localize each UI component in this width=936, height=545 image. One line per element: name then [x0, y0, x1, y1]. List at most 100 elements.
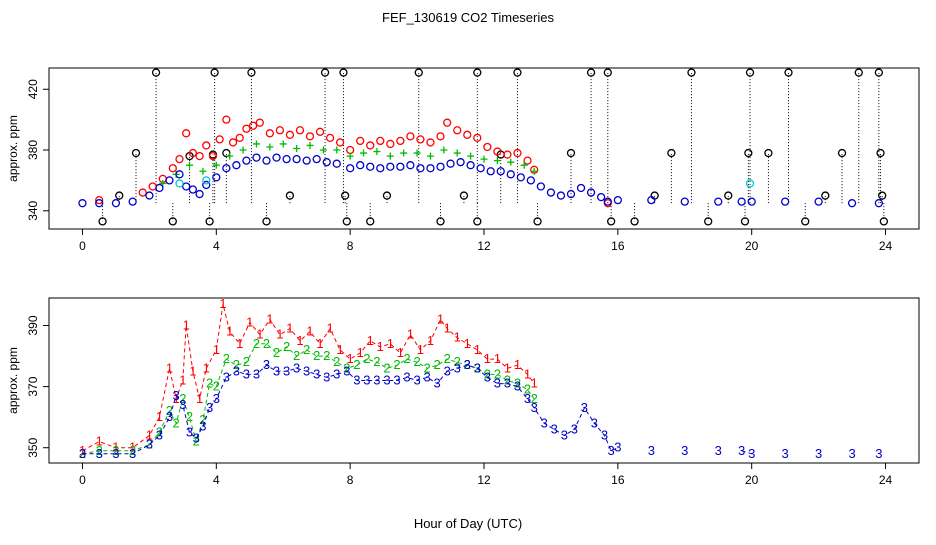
data-point-label: 2	[206, 376, 213, 391]
data-point	[396, 136, 405, 146]
data-point	[95, 195, 104, 205]
data-point	[513, 68, 522, 77]
data-point	[576, 183, 586, 193]
data-point-label: 1	[524, 366, 531, 381]
data-point	[248, 121, 258, 130]
data-point	[396, 162, 405, 171]
data-point-label: 2	[363, 351, 370, 366]
series-line	[82, 343, 535, 455]
data-point-label: 3	[848, 446, 855, 461]
data-point-label: 2	[243, 354, 250, 369]
data-point-label: 3	[353, 373, 360, 388]
data-point	[320, 68, 330, 77]
data-point-label: 3	[263, 357, 270, 372]
data-point-label: 3	[233, 363, 240, 378]
data-point-label: 1	[407, 327, 414, 342]
x-tick-label: 4	[213, 239, 220, 253]
data-point	[386, 139, 395, 149]
data-point-label: 3	[199, 418, 206, 433]
data-point-label: 1	[276, 327, 283, 342]
data-point-label: 3	[601, 428, 608, 443]
data-point	[876, 148, 885, 158]
data-point	[228, 138, 238, 147]
data-point-label: 1	[219, 296, 226, 311]
data-point	[724, 191, 733, 200]
data-point	[440, 146, 448, 154]
data-point	[386, 162, 395, 171]
data-point-label: 3	[551, 421, 558, 436]
data-point	[523, 156, 532, 165]
data-point-label: 1	[296, 333, 303, 348]
data-point	[212, 173, 221, 182]
data-point-label: 1	[266, 311, 273, 326]
data-point	[453, 149, 461, 157]
data-point-label: 3	[243, 366, 250, 381]
y-tick-label: 370	[26, 376, 40, 396]
data-point	[235, 133, 244, 143]
data-point-label: 1	[531, 376, 538, 391]
series-line	[83, 365, 879, 454]
data-point	[346, 145, 355, 155]
data-point-label: 3	[333, 366, 340, 381]
data-point	[222, 164, 231, 173]
x-tick-label: 8	[347, 239, 354, 253]
data-point-label: 3	[186, 424, 193, 439]
data-point	[744, 148, 753, 158]
data-point	[426, 138, 435, 147]
data-point-label: 3	[273, 363, 280, 378]
data-point-label: 1	[397, 345, 404, 360]
data-point	[78, 199, 87, 208]
data-point	[496, 167, 505, 176]
data-point-label: 3	[504, 376, 511, 391]
data-point	[168, 217, 177, 226]
data-point	[453, 126, 462, 135]
data-point-label: 3	[293, 360, 300, 375]
series-1	[95, 115, 612, 208]
data-point	[212, 161, 220, 169]
data-point-label: 3	[253, 366, 260, 381]
data-point	[356, 136, 365, 146]
data-point	[647, 195, 656, 205]
data-point	[215, 135, 224, 144]
data-point-label: 1	[474, 342, 481, 357]
data-point	[426, 152, 434, 160]
data-point-label: 2	[423, 360, 430, 375]
data-point	[837, 148, 847, 158]
data-point-label: 1	[357, 345, 364, 360]
data-point	[520, 161, 528, 169]
data-point	[202, 141, 211, 150]
data-point	[332, 159, 341, 168]
data-point	[740, 217, 750, 226]
data-point	[285, 130, 295, 139]
data-point	[292, 154, 301, 164]
data-point-label: 3	[383, 373, 390, 388]
data-point-label: 3	[464, 357, 471, 372]
data-point-label: 3	[514, 379, 521, 394]
data-point	[95, 199, 104, 208]
data-point	[182, 182, 191, 191]
data-point-label: 3	[648, 443, 655, 458]
x-tick-label: 8	[347, 473, 354, 487]
x-tick-label: 16	[611, 239, 625, 253]
y-axis-label: approx. ppm	[6, 347, 20, 414]
data-point	[266, 143, 274, 151]
data-point	[513, 148, 522, 158]
data-point-label: 3	[79, 446, 86, 461]
data-point	[346, 152, 354, 160]
data-point-label: 2	[373, 354, 380, 369]
data-point-label: 2	[474, 360, 481, 375]
data-point	[315, 127, 325, 136]
data-point	[687, 68, 696, 77]
data-point	[275, 126, 285, 135]
data-point-label: 1	[173, 391, 180, 406]
data-point	[603, 68, 612, 77]
data-point-label: 3	[112, 446, 119, 461]
data-point	[295, 126, 305, 135]
data-point	[165, 176, 174, 185]
data-point	[533, 217, 542, 226]
data-point-label: 1	[129, 440, 136, 455]
x-axis-label: Hour of Day (UTC)	[414, 516, 522, 531]
data-point-label: 2	[303, 342, 310, 357]
data-point	[175, 154, 184, 164]
